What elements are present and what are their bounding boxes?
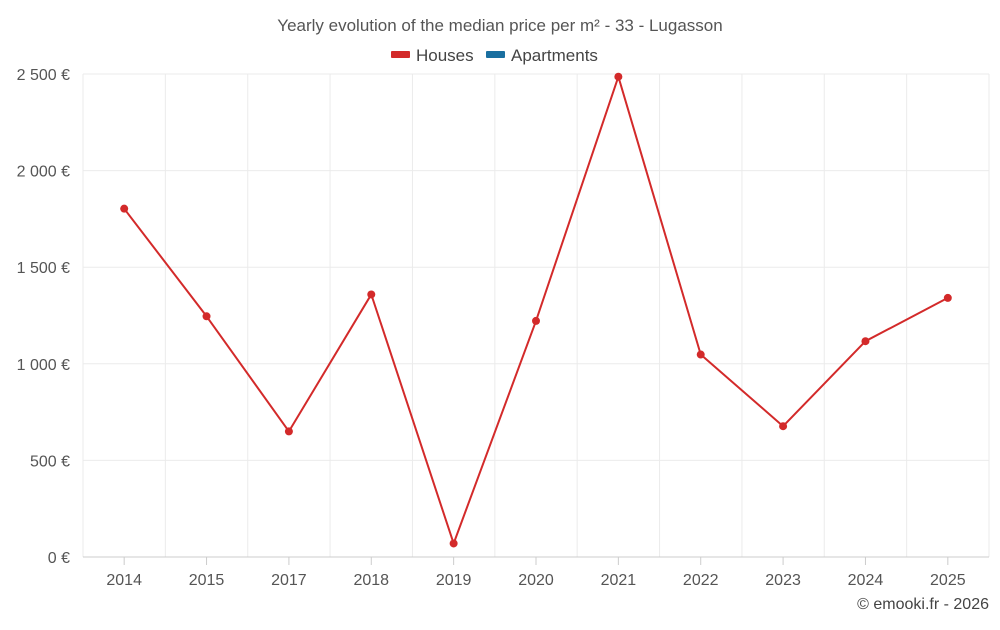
y-axis: 0 € 500 € 1 000 € 1 500 € 2 000 € 2 500 € <box>17 67 70 567</box>
data-point-houses-2018[interactable] <box>367 290 376 299</box>
x-tick-label: 2025 <box>930 572 966 589</box>
x-tick-label: 2017 <box>271 572 307 589</box>
grid <box>82 73 990 557</box>
data-point-houses-2014[interactable] <box>120 204 129 213</box>
y-tick-label: 500 € <box>30 453 70 470</box>
legend-item-houses[interactable]: Houses <box>391 46 474 65</box>
data-point-houses-2022[interactable] <box>696 350 705 359</box>
data-point-houses-2021[interactable] <box>614 72 623 81</box>
x-tick-label: 2015 <box>189 572 225 589</box>
x-tick-label: 2023 <box>765 572 801 589</box>
x-tick-label: 2022 <box>683 572 719 589</box>
x-tick-label: 2018 <box>353 572 389 589</box>
legend-item-apartments[interactable]: Apartments <box>486 46 598 65</box>
x-axis: 2014 2015 2017 2018 2019 2020 2021 2022 2023 2024… <box>83 556 989 589</box>
chart-credit: © emooki.fr - 2026 <box>857 596 989 613</box>
x-tick-label: 2019 <box>436 572 472 589</box>
legend-swatch-apartments <box>486 51 505 58</box>
y-tick-label: 2 500 € <box>17 67 70 84</box>
legend[interactable]: Houses Apartments <box>391 46 598 65</box>
chart-title: Yearly evolution of the median price per… <box>277 16 722 35</box>
data-point-houses-2024[interactable] <box>861 337 870 346</box>
data-point-houses-2017[interactable] <box>284 427 293 436</box>
x-tick-label: 2020 <box>518 572 554 589</box>
x-tick-label: 2014 <box>106 572 142 589</box>
data-point-houses-2020[interactable] <box>532 316 540 325</box>
y-tick-label: 0 € <box>48 550 70 567</box>
legend-swatch-houses <box>391 51 410 58</box>
x-tick-label: 2024 <box>848 572 884 589</box>
series-layer <box>120 72 952 548</box>
y-tick-label: 1 500 € <box>17 260 70 277</box>
data-point-houses-2023[interactable] <box>779 422 788 431</box>
legend-label-apartments: Apartments <box>511 46 598 65</box>
data-point-houses-2025[interactable] <box>943 293 952 302</box>
data-point-houses-2019[interactable] <box>449 539 458 548</box>
data-point-houses-2015[interactable] <box>202 312 211 321</box>
y-tick-label: 2 000 € <box>17 164 70 181</box>
x-tick-label: 2021 <box>601 572 637 589</box>
y-tick-label: 1 000 € <box>17 357 70 374</box>
legend-label-houses: Houses <box>416 46 474 65</box>
